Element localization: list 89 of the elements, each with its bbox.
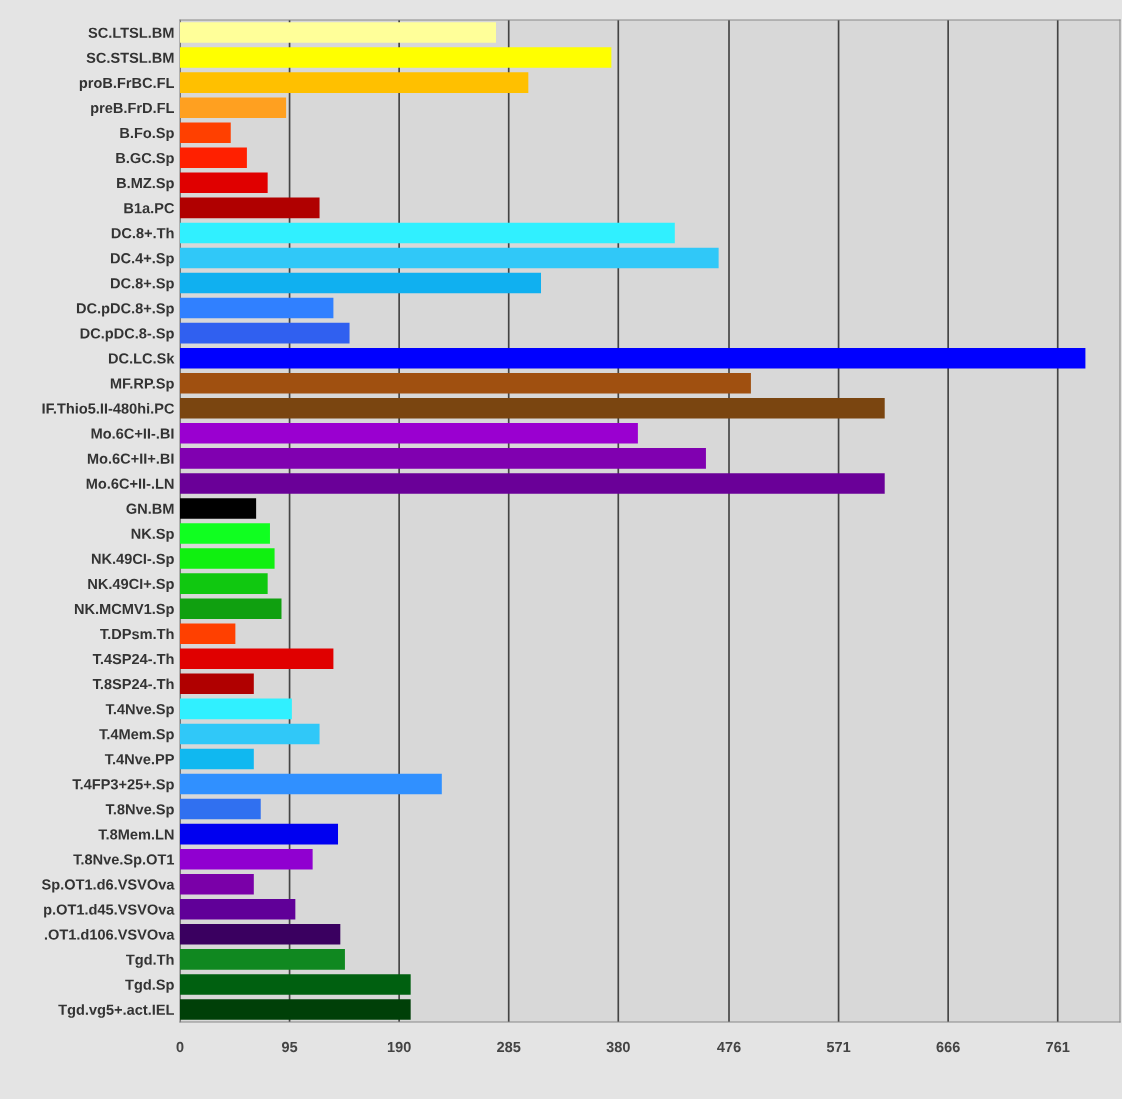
bar bbox=[180, 172, 268, 194]
bar bbox=[180, 823, 339, 845]
bar bbox=[180, 798, 261, 820]
y-tick-label: B1a.PC bbox=[124, 202, 175, 214]
y-tick-label: proB.FrBC.FL bbox=[79, 77, 174, 91]
y-tick-label: DC.pDC.8+.Sp bbox=[76, 303, 174, 317]
x-tick-label: 190 bbox=[387, 1041, 411, 1053]
y-tick-label: Sp.OT1.d6.VSVOva bbox=[41, 878, 175, 893]
x-tick-label: 476 bbox=[717, 1041, 741, 1053]
bar bbox=[180, 949, 345, 970]
y-tick-label: DC.LC.Sk bbox=[108, 352, 175, 364]
bar bbox=[180, 873, 254, 895]
bar bbox=[180, 498, 257, 519]
y-tick-label: T.DPsm.Th bbox=[100, 628, 174, 640]
y-tick-label: T.8Nve.Sp.OT1 bbox=[73, 854, 175, 868]
y-tick-label: IF.Thio5.II-480hi.PC bbox=[42, 402, 175, 414]
bar bbox=[180, 147, 247, 169]
bar bbox=[180, 122, 231, 143]
y-tick-label: T.8Nve.Sp bbox=[105, 804, 174, 818]
y-tick-label: SC.STSL.BM bbox=[86, 52, 174, 63]
bar bbox=[180, 848, 313, 870]
y-tick-label: B.MZ.Sp bbox=[117, 177, 174, 192]
bar bbox=[180, 748, 254, 770]
bar bbox=[180, 723, 320, 745]
y-tick-label: Tgd.Sp bbox=[125, 979, 174, 993]
y-tick-label: B.Fo.Sp bbox=[120, 127, 174, 142]
bar bbox=[180, 247, 719, 269]
bar bbox=[180, 47, 612, 68]
y-tick-label: Mo.6C+II-.LN bbox=[86, 478, 174, 489]
y-tick-label: .OT1.d106.VSVOva bbox=[44, 929, 175, 940]
bar bbox=[180, 97, 287, 118]
y-tick-label: NK.Sp bbox=[131, 528, 174, 542]
bar bbox=[180, 448, 706, 469]
y-tick-label: Mo.6C+II-.BI bbox=[91, 428, 174, 439]
bar bbox=[180, 773, 442, 795]
y-tick-label: T.8Mem.LN bbox=[98, 829, 174, 840]
y-tick-label: NK.MCMV1.Sp bbox=[74, 603, 174, 617]
y-tick-label: GN.BM bbox=[126, 503, 174, 514]
bar bbox=[180, 598, 282, 619]
y-tick-label: T.8SP24-.Th bbox=[92, 678, 174, 690]
bar bbox=[180, 648, 334, 670]
y-tick-label: preB.FrD.FL bbox=[91, 102, 174, 116]
bar bbox=[180, 924, 341, 945]
y-tick-label: Mo.6C+II+.BI bbox=[87, 453, 174, 464]
bar bbox=[180, 272, 542, 294]
bar bbox=[180, 573, 268, 594]
y-tick-label: T.4Nve.PP bbox=[104, 754, 174, 765]
y-tick-label: Tgd.Th bbox=[126, 954, 174, 968]
x-tick-label: 380 bbox=[606, 1041, 630, 1053]
y-tick-label: T.4FP3+25+.Sp bbox=[72, 779, 174, 793]
bar bbox=[180, 423, 638, 444]
y-tick-label: MF.RP.Sp bbox=[110, 378, 174, 392]
x-tick-label: 666 bbox=[936, 1041, 960, 1053]
bar bbox=[180, 999, 411, 1020]
bar bbox=[180, 698, 292, 720]
bar bbox=[180, 523, 270, 544]
y-tick-label: DC.4+.Sp bbox=[110, 253, 174, 267]
bar bbox=[180, 623, 236, 644]
bar bbox=[180, 297, 334, 319]
y-tick-label: B.GC.Sp bbox=[116, 152, 174, 167]
x-tick-label: 285 bbox=[497, 1041, 521, 1053]
bar bbox=[180, 398, 885, 419]
bar bbox=[180, 899, 296, 920]
bar bbox=[180, 322, 350, 344]
bar bbox=[180, 222, 675, 244]
y-tick-label: DC.8+.Sp bbox=[110, 278, 174, 292]
y-tick-label: T.4Mem.Sp bbox=[99, 729, 174, 743]
x-tick-label: 95 bbox=[281, 1041, 298, 1053]
bar bbox=[180, 22, 497, 43]
x-tick-label: 0 bbox=[176, 1041, 184, 1053]
bar bbox=[180, 548, 275, 569]
bar bbox=[180, 673, 254, 695]
bar bbox=[180, 974, 411, 995]
y-tick-label: DC.8+.Th bbox=[111, 227, 174, 239]
bar bbox=[180, 197, 320, 219]
y-tick-label: NK.49CI-.Sp bbox=[91, 553, 174, 567]
x-tick-label: 761 bbox=[1046, 1041, 1070, 1053]
bar bbox=[180, 347, 1086, 369]
y-tick-label: T.4Nve.Sp bbox=[105, 703, 174, 718]
x-tick-label: 571 bbox=[826, 1041, 851, 1053]
y-tick-label: Tgd.vg5+.act.IEL bbox=[58, 1004, 174, 1018]
y-tick-label: DC.pDC.8-.Sp bbox=[80, 328, 174, 342]
bar bbox=[180, 473, 885, 494]
bar bbox=[180, 72, 529, 93]
y-tick-label: T.4SP24-.Th bbox=[92, 653, 174, 665]
bar bbox=[180, 372, 751, 394]
y-tick-label: p.OT1.d45.VSVOva bbox=[44, 903, 175, 918]
y-tick-label: NK.49CI+.Sp bbox=[88, 578, 174, 592]
y-tick-label: SC.LTSL.BM bbox=[88, 27, 174, 38]
